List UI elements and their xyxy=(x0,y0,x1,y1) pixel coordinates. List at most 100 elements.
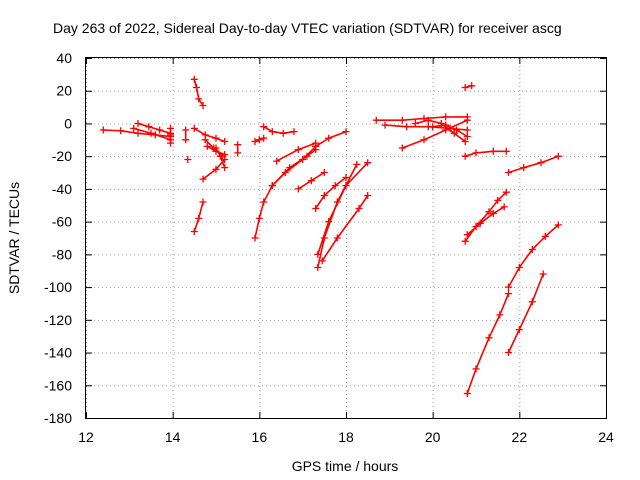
data-point xyxy=(476,219,484,227)
series-arc25 xyxy=(318,192,372,265)
series-arc35 xyxy=(463,290,512,397)
data-point xyxy=(134,129,142,137)
data-point xyxy=(99,126,107,134)
data-point xyxy=(372,116,380,124)
data-point xyxy=(539,270,547,278)
series-trace xyxy=(507,155,560,174)
series-trace xyxy=(262,125,295,135)
data-point xyxy=(411,120,419,127)
y-tick-label: 0 xyxy=(64,115,72,131)
data-point xyxy=(314,264,322,271)
series-trace xyxy=(193,127,226,143)
data-point xyxy=(307,177,315,185)
data-point xyxy=(260,198,268,206)
data-point xyxy=(528,298,536,306)
data-point xyxy=(494,196,502,204)
data-point xyxy=(502,147,510,155)
data-point xyxy=(147,129,155,137)
data-point xyxy=(489,210,497,217)
data-point xyxy=(331,182,339,190)
data-point xyxy=(463,231,471,239)
data-point xyxy=(537,159,545,167)
data-point xyxy=(260,123,268,131)
series-arc38 xyxy=(505,152,562,176)
series-trace xyxy=(466,292,510,395)
series-arc24 xyxy=(314,159,372,258)
data-point xyxy=(167,131,174,139)
series-arc20 xyxy=(294,169,328,193)
y-axis-label: SDTVAR / TECUs xyxy=(6,182,22,294)
data-point xyxy=(255,136,263,144)
series-trace xyxy=(464,191,508,243)
series-arc6 xyxy=(184,156,192,163)
data-point xyxy=(472,365,480,373)
series-arc36 xyxy=(505,221,562,291)
x-tick-label: 20 xyxy=(425,429,441,445)
y-tick-label: -140 xyxy=(44,345,72,361)
data-point xyxy=(325,134,333,142)
series-trace xyxy=(254,145,317,239)
series-arc16 xyxy=(251,142,320,242)
data-point xyxy=(468,82,476,90)
data-point xyxy=(251,234,259,242)
data-point xyxy=(463,126,471,134)
series-trace xyxy=(137,122,172,135)
x-tick-label: 24 xyxy=(598,429,614,445)
data-point xyxy=(182,136,190,144)
series-trace xyxy=(321,194,369,262)
data-point xyxy=(268,182,276,190)
data-point xyxy=(255,214,263,222)
data-point xyxy=(221,138,229,145)
data-point xyxy=(221,164,229,172)
data-point xyxy=(528,246,536,253)
series-arc15 xyxy=(251,134,268,145)
series-arc10 xyxy=(199,156,229,183)
data-point xyxy=(424,116,432,124)
data-point xyxy=(463,116,471,124)
data-point xyxy=(325,218,333,226)
data-point xyxy=(195,214,203,222)
data-point xyxy=(156,126,164,134)
x-tick-label: 12 xyxy=(78,429,94,445)
data-point xyxy=(355,205,363,212)
data-point xyxy=(505,283,512,291)
data-point xyxy=(461,138,469,145)
data-point xyxy=(212,165,220,173)
data-point xyxy=(318,257,326,265)
grid-layer xyxy=(86,58,607,419)
series-trace xyxy=(314,130,347,148)
y-tick-label: -100 xyxy=(44,279,72,295)
series-arc34 xyxy=(463,203,508,239)
data-point xyxy=(312,142,320,150)
data-point xyxy=(353,160,361,168)
series-arc13 xyxy=(212,144,229,172)
y-tick-label: -180 xyxy=(44,410,72,426)
data-point xyxy=(496,311,504,319)
data-point xyxy=(145,123,153,131)
series-arc30 xyxy=(429,121,471,140)
x-tick-label: 18 xyxy=(338,429,354,445)
series-arc4 xyxy=(167,124,174,147)
series-trace xyxy=(401,119,469,149)
series-arc37 xyxy=(505,270,547,356)
data-point xyxy=(485,334,493,342)
series-trace xyxy=(466,206,506,236)
data-point xyxy=(489,147,497,155)
data-point xyxy=(286,164,294,172)
data-point xyxy=(314,250,322,258)
data-point xyxy=(463,390,471,397)
series-arc17 xyxy=(260,123,298,137)
y-tick-label: -120 xyxy=(44,312,72,328)
data-point xyxy=(429,123,437,131)
data-point xyxy=(190,124,198,132)
data-point xyxy=(251,138,259,145)
series-arc14 xyxy=(234,141,242,157)
data-point xyxy=(260,134,268,142)
data-point xyxy=(342,174,350,181)
data-point xyxy=(312,205,320,212)
data-point xyxy=(398,144,406,152)
data-point xyxy=(505,290,512,298)
data-point xyxy=(463,133,471,140)
data-point xyxy=(290,128,298,136)
data-point xyxy=(364,192,372,199)
